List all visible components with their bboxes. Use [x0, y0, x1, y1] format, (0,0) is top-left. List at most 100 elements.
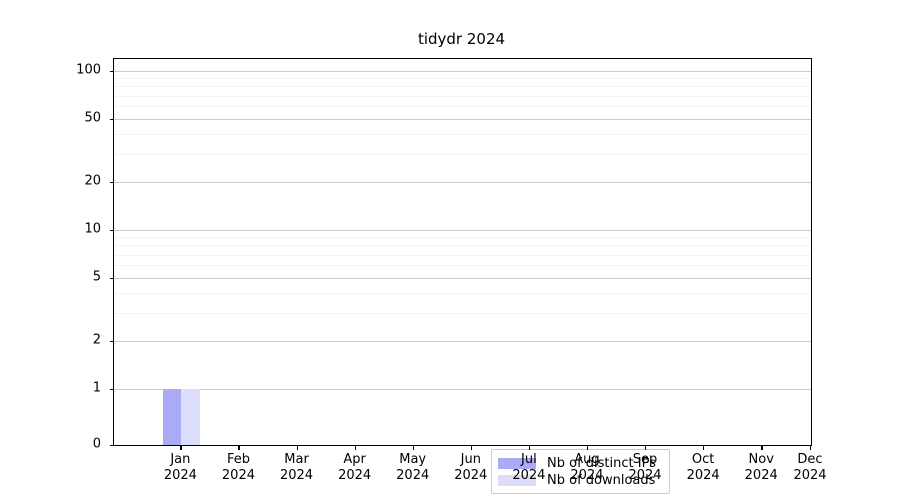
x-axis-tick-label: Mar 2024 [280, 452, 313, 484]
x-axis-tick [810, 445, 812, 450]
x-label-year: 2024 [686, 468, 720, 483]
legend-label: Nb of distinct IPs [547, 456, 656, 471]
gridline-major [114, 341, 811, 343]
x-axis-tick-label: Jul 2024 [512, 452, 545, 484]
y-axis-tick-label: 100 [76, 62, 101, 78]
x-axis-tick-label: Aug 2024 [570, 452, 603, 484]
x-axis-tick [296, 445, 298, 450]
x-label-month: Sep [632, 452, 658, 467]
x-axis-tick [354, 445, 356, 450]
y-axis-tick-labels: 0 1 2 5 10 20 50 100 [0, 58, 101, 452]
x-axis-tick [645, 445, 647, 450]
x-label-year: 2024 [628, 468, 662, 483]
x-axis-tick-labels: Jan 2024 Feb 2024 Mar 2024 Apr 2024 May 2024 Jun 20… [113, 452, 827, 492]
chart-legend: Nb of distinct IPs Nb of downloads [491, 449, 670, 494]
gridline-major [114, 389, 811, 390]
x-label-year: 2024 [221, 468, 255, 483]
x-axis-tick-label: May 2024 [396, 452, 429, 484]
x-label-year: 2024 [454, 468, 488, 483]
x-axis-tick [238, 445, 240, 450]
gridline-minor [114, 134, 811, 136]
x-label-month: Aug [574, 452, 600, 467]
x-axis-tick [586, 445, 589, 450]
x-label-year: 2024 [570, 468, 604, 483]
chart-title: tidydr 2024 [417, 30, 506, 48]
y-axis-tick [109, 389, 114, 391]
plot-area: Nb of distinct IPs Nb of downloads [109, 58, 812, 494]
y-axis-tick-label: 5 [92, 269, 101, 285]
bars-layer [114, 59, 811, 445]
y-axis-tick [109, 341, 114, 343]
y-axis-tick [109, 277, 114, 280]
bar-downloads [181, 389, 200, 445]
x-label-year: 2024 [279, 468, 314, 483]
x-label-month: May [399, 452, 427, 467]
x-axis-tick [470, 445, 473, 450]
y-axis-tick [109, 71, 114, 73]
gridline-major [114, 118, 811, 120]
x-axis-ticks [113, 445, 812, 451]
y-axis-tick [109, 445, 114, 447]
y-axis-tick-label: 50 [84, 110, 101, 126]
x-label-month: Jan [170, 452, 191, 467]
x-axis-tick-label: Apr 2024 [338, 452, 371, 484]
gridline-minor [114, 106, 811, 108]
x-axis-tick [412, 445, 414, 450]
gridline-major [114, 71, 811, 72]
gridline-minor [114, 154, 811, 156]
gridline-minor [114, 237, 811, 239]
x-label-year: 2024 [793, 468, 827, 483]
y-axis-tick [109, 182, 114, 184]
x-label-month: Apr [343, 452, 366, 467]
x-label-month: Feb [226, 452, 250, 467]
x-label-month: Jun [460, 452, 481, 467]
x-label-year: 2024 [744, 468, 778, 483]
x-axis-tick-label: Jun 2024 [454, 452, 487, 484]
y-axis-tick-label: 10 [84, 221, 101, 237]
y-axis-tick-label: 2 [92, 332, 101, 348]
gridline-minor [114, 265, 811, 267]
gridline-major [114, 230, 811, 231]
y-axis-tick [109, 118, 114, 121]
x-label-month: Dec [797, 452, 823, 467]
bar-distinct-ips [162, 389, 182, 445]
gridline-major [114, 182, 811, 184]
x-label-month: Oct [691, 452, 715, 467]
x-axis-tick-label: Jan 2024 [164, 452, 197, 484]
x-axis-tick-label: Oct 2024 [687, 452, 720, 484]
gridline-minor [114, 313, 811, 315]
x-label-month: Jul [521, 452, 537, 467]
y-axis-tick-label: 1 [92, 380, 101, 396]
x-label-year: 2024 [163, 468, 197, 483]
gridline-minor [114, 86, 811, 88]
gridline-minor [114, 245, 811, 247]
x-axis-tick-label: Nov 2024 [745, 452, 778, 484]
x-axis-tick-label: Dec 2024 [793, 452, 826, 484]
x-label-year: 2024 [396, 468, 430, 483]
x-label-year: 2024 [338, 468, 372, 483]
x-axis-tick [761, 445, 763, 450]
legend-swatch [498, 475, 536, 486]
x-label-year: 2024 [512, 468, 546, 483]
legend-label: Nb of downloads [547, 473, 656, 488]
x-axis-tick [528, 445, 531, 450]
x-label-month: Nov [748, 452, 774, 467]
legend-swatch [498, 458, 536, 469]
x-axis-tick-label: Feb 2024 [222, 452, 255, 484]
x-axis-tick [703, 445, 705, 450]
y-axis-tick-label: 20 [84, 173, 101, 189]
legend-item[interactable]: Nb of distinct IPs [498, 455, 663, 472]
gridline-major [114, 277, 811, 279]
legend-item[interactable]: Nb of downloads [498, 472, 663, 489]
y-axis-tick [109, 230, 114, 232]
gridline-minor [114, 293, 811, 295]
x-axis-tick-label: Sep 2024 [628, 452, 661, 484]
gridline-minor [114, 254, 811, 256]
gridline-minor [114, 95, 811, 97]
y-axis-tick-label: 0 [92, 436, 101, 452]
gridline-minor [114, 78, 811, 80]
x-axis-tick [180, 445, 182, 450]
x-label-month: Mar [284, 452, 309, 467]
gridlines [114, 59, 811, 445]
